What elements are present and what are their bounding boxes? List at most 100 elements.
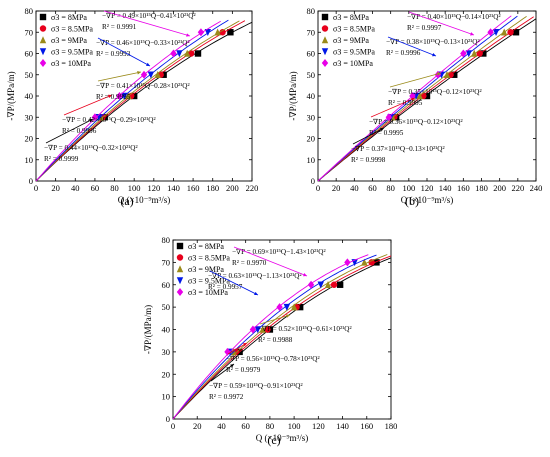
legend-marker <box>39 13 47 21</box>
x-tick-label: 160 <box>457 183 470 193</box>
fit-curve-0 <box>35 21 253 182</box>
fit-r2: R² = 0.9997 <box>407 24 442 32</box>
y-tick-label: 30 <box>307 112 316 122</box>
y-axis-label: -∇P/(MPa/m) <box>288 71 298 120</box>
x-tick-label: 80 <box>386 183 395 193</box>
fit-r2: R² = 0.9993 <box>96 50 131 58</box>
data-point <box>317 281 324 289</box>
fit-r2: R² = 0.9957 <box>208 283 243 291</box>
fit-arrow <box>210 363 235 382</box>
fit-equation: −∇P = 0.49×10¹⁵Q−0.41×10²¹Q² <box>102 12 196 20</box>
fit-equation: −∇P = 0.63×10¹⁵Q−1.13×10²¹Q² <box>208 272 302 280</box>
legend-marker <box>176 265 184 273</box>
x-tick-label: 80 <box>110 183 119 193</box>
data-point <box>125 92 132 100</box>
x-axis-label: Q (×10⁻⁹m³/s) <box>401 195 453 205</box>
x-tick-label: 160 <box>187 183 200 193</box>
fit-r2: R² = 0.9999 <box>44 155 79 163</box>
data-point <box>373 259 380 266</box>
panel-caption: (c) <box>267 433 280 447</box>
x-tick-label: 20 <box>193 421 202 431</box>
data-point <box>276 303 283 312</box>
legend-marker <box>321 48 329 56</box>
y-tick-label: 70 <box>162 257 171 267</box>
x-tick-label: 120 <box>147 183 160 193</box>
fit-curve-1 <box>35 20 246 182</box>
x-tick-label: 200 <box>493 183 506 193</box>
data-point <box>290 303 298 311</box>
chart-panel-a: 0 20 40 60 80 100 120 140 160 180 200 220 0 10 20 30 40 5… <box>6 6 258 208</box>
fit-curve-4 <box>35 20 221 182</box>
fit-r2: R² = 0.9972 <box>209 393 244 401</box>
data-point <box>324 281 332 288</box>
data-point <box>224 347 231 356</box>
data-point <box>147 71 155 79</box>
data-point <box>451 71 458 78</box>
x-tick-label: 140 <box>336 421 349 431</box>
y-tick-label: 20 <box>162 369 171 379</box>
fit-equation: −∇P = 0.42×10¹⁵Q−0.29×10²¹Q² <box>62 116 156 124</box>
fit-arrowhead <box>186 33 190 37</box>
data-point <box>140 70 148 79</box>
fit-r2: R² = 0.9995 <box>388 99 423 107</box>
y-tick-label: 70 <box>307 27 316 37</box>
x-tick-label: 100 <box>128 183 141 193</box>
y-tick-label: 40 <box>162 325 171 335</box>
data-point <box>116 92 123 100</box>
chart-panel-b: 0 20 40 60 80 100 120 140 160 180 200 220 240 0 10 20 30… <box>288 6 542 208</box>
legend-label: σ3 = 8.5MPa <box>333 25 375 34</box>
y-tick-label: 0 <box>311 176 315 186</box>
fit-arrow <box>352 127 385 145</box>
fit-curve-2 <box>35 20 240 182</box>
fit-arrow <box>209 270 259 296</box>
legend-label: σ3 = 9.5MPa <box>188 277 230 286</box>
fit-r2: R² = 0.9988 <box>258 336 293 344</box>
fit-equation: −∇P = 0.46×10¹⁵Q−0.33×10²¹Q² <box>96 39 190 47</box>
fit-r2: R² = 0.9970 <box>232 259 267 267</box>
x-tick-label: 0 <box>34 183 38 193</box>
chart-panel-c: 0 20 40 60 80 100 120 140 160 180 0 10 20 30 40 50 60 70 8… <box>143 235 397 447</box>
x-tick-label: 140 <box>167 183 180 193</box>
data-point <box>507 29 514 36</box>
legend-label: σ3 = 8MPa <box>51 13 87 22</box>
fit-arrowhead <box>303 273 307 277</box>
data-point <box>154 71 161 78</box>
y-tick-label: 80 <box>25 6 34 16</box>
y-tick-label: 0 <box>166 414 170 424</box>
legend-label: σ3 = 9.5MPa <box>333 48 375 57</box>
fit-arrow <box>97 37 151 67</box>
legend-label: σ3 = 8.5MPa <box>188 254 230 263</box>
legend-marker <box>176 277 184 285</box>
fit-curve-4 <box>317 15 512 182</box>
legend-marker <box>321 36 329 44</box>
data-point <box>344 258 351 267</box>
fit-arrow <box>259 314 291 325</box>
y-tick-label: 70 <box>25 27 34 37</box>
y-tick-label: 40 <box>25 91 34 101</box>
fit-arrow <box>63 94 113 116</box>
panel-caption: (b) <box>405 194 419 208</box>
fit-r2: R² = 0.9998 <box>351 156 386 164</box>
data-point <box>249 325 257 334</box>
fit-arrowhead <box>470 32 474 36</box>
data-point <box>385 113 393 122</box>
legend-label: σ3 = 9MPa <box>188 265 224 274</box>
data-point <box>91 113 99 122</box>
fit-arrowhead <box>108 94 112 98</box>
data-point <box>501 28 508 36</box>
y-tick-label: 80 <box>307 6 316 16</box>
legend-marker <box>39 59 47 67</box>
fit-arrow <box>97 71 142 82</box>
fit-r2: R² = 0.9995 <box>369 129 404 137</box>
fit-arrow <box>387 36 437 57</box>
x-axis-label: Q (×10⁻⁹m³/s) <box>118 195 170 205</box>
fit-r2: R² = 0.9996 <box>62 127 97 135</box>
y-tick-label: 30 <box>162 347 171 357</box>
fit-equation: −∇P = 0.41×10¹⁵Q−0.28×10²¹Q² <box>96 82 190 90</box>
data-point <box>465 50 472 58</box>
y-tick-label: 10 <box>307 155 316 165</box>
data-point <box>259 325 266 333</box>
data-point <box>197 28 205 37</box>
x-tick-label: 220 <box>511 183 524 193</box>
x-tick-label: 40 <box>217 421 226 431</box>
